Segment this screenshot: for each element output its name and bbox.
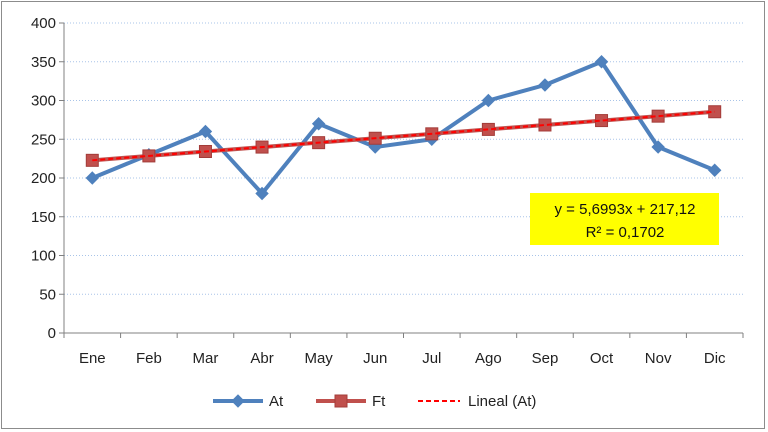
gridlines bbox=[64, 22, 743, 295]
y-tick-label: 400 bbox=[31, 15, 56, 32]
legend-label: At bbox=[269, 393, 284, 410]
data-point-at bbox=[481, 93, 496, 108]
x-tick-label: Ene bbox=[79, 350, 106, 367]
equation-background bbox=[530, 193, 719, 245]
x-tick-label: Abr bbox=[250, 350, 273, 367]
series-line-at bbox=[91, 59, 716, 196]
y-tick-label: 250 bbox=[31, 131, 56, 148]
y-tick-label: 200 bbox=[31, 170, 56, 187]
legend-label: Ft bbox=[372, 393, 386, 410]
x-tick-label: Jul bbox=[422, 350, 441, 367]
y-tick-labels: 0 50 100 150 200 250 300 350 400 bbox=[31, 15, 56, 342]
trendline-layer bbox=[92, 110, 715, 162]
axes bbox=[59, 22, 744, 338]
y-tick-label: 100 bbox=[31, 248, 56, 265]
y-tick-label: 350 bbox=[31, 54, 56, 71]
y-tick-label: 0 bbox=[48, 325, 56, 342]
r-squared-line: R² = 0,1702 bbox=[586, 224, 665, 241]
x-tick-label: Dic bbox=[704, 350, 726, 367]
data-point-at bbox=[538, 78, 552, 92]
y-tick-label: 300 bbox=[31, 93, 56, 110]
data-point-at bbox=[255, 186, 269, 201]
legend-marker-square bbox=[334, 394, 348, 408]
x-tick-label: May bbox=[304, 350, 333, 367]
equation-box: y = 5,6993x + 217,12 R² = 0,1702 bbox=[530, 193, 719, 245]
data-point-at bbox=[85, 171, 99, 185]
x-tick-labels: Ene Feb Mar Abr May Jun Jul Ago Sep Oct Nov Dic bbox=[79, 350, 726, 367]
data-point-at bbox=[198, 124, 213, 139]
data-point-ft bbox=[85, 153, 99, 167]
x-tick-label: Mar bbox=[193, 350, 219, 367]
data-point-at bbox=[708, 163, 722, 177]
x-tick-label: Sep bbox=[532, 350, 559, 367]
equation-line: y = 5,6993x + 217,12 bbox=[555, 201, 696, 218]
legend-label: Lineal (At) bbox=[468, 393, 536, 410]
x-tick-label: Ago bbox=[475, 350, 502, 367]
x-tick-label: Oct bbox=[590, 350, 614, 367]
y-tick-label: 150 bbox=[31, 209, 56, 226]
data-point-at bbox=[594, 55, 609, 69]
x-tick-label: Nov bbox=[645, 350, 672, 367]
data-point-at bbox=[311, 117, 326, 131]
legend-marker-diamond bbox=[231, 394, 245, 408]
data-point-at bbox=[651, 140, 665, 154]
trendline bbox=[92, 110, 715, 162]
legend: At Ft Lineal (At) bbox=[213, 393, 536, 410]
y-tick-label: 50 bbox=[39, 286, 56, 303]
x-tick-label: Jun bbox=[363, 350, 387, 367]
x-tick-label: Feb bbox=[136, 350, 162, 367]
